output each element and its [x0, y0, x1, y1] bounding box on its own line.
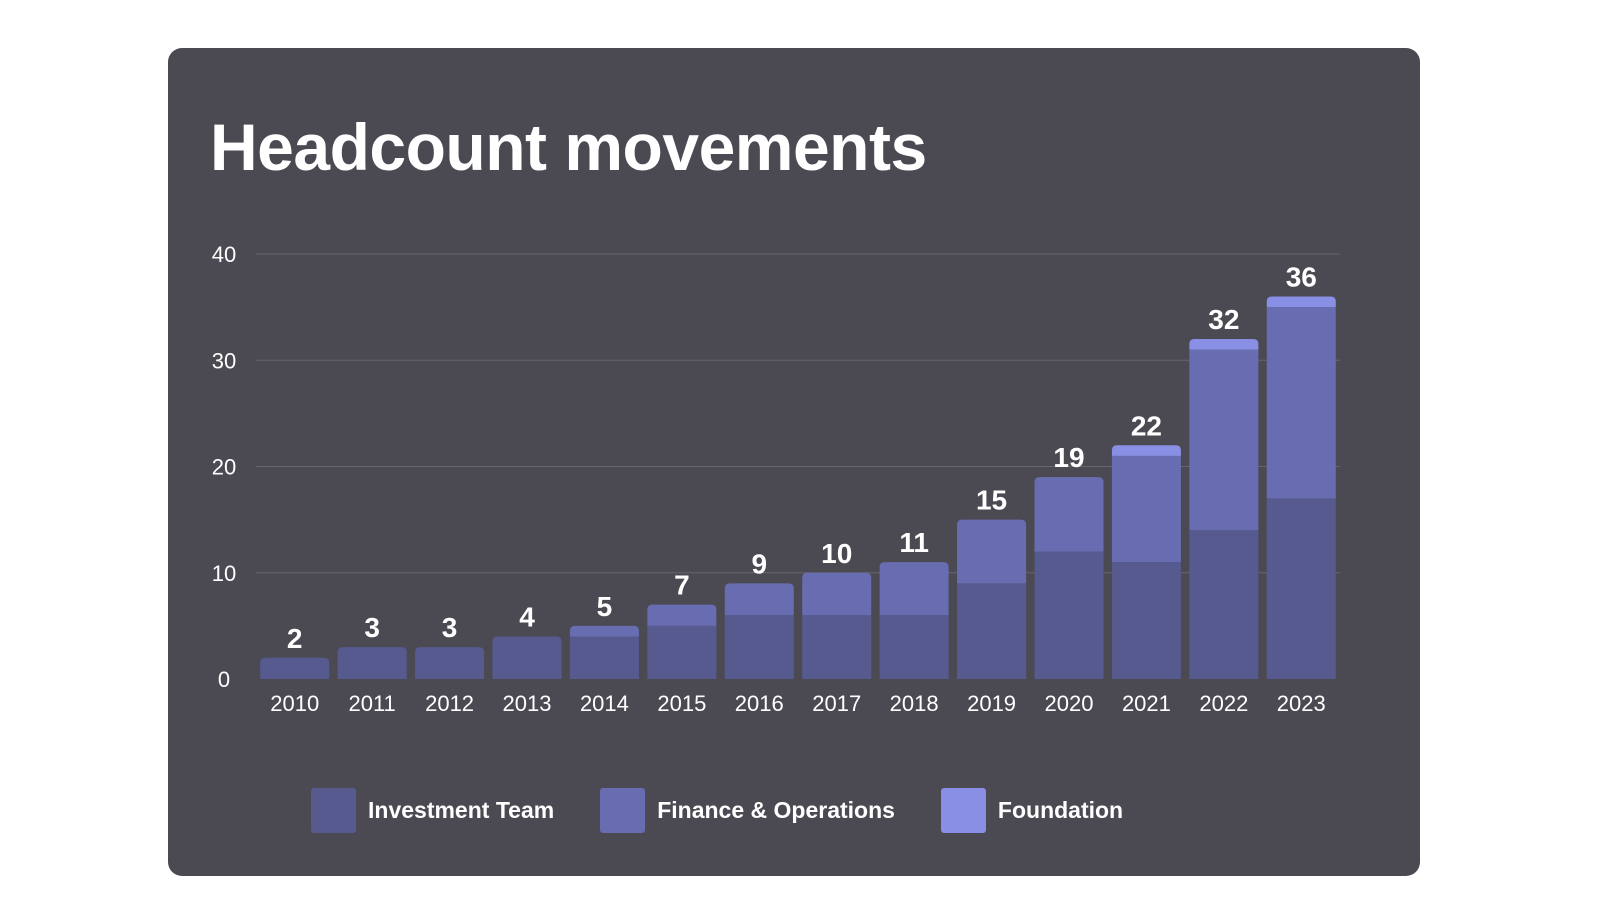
bar-total-label: 36: [1286, 262, 1317, 293]
bar-total-label: 3: [442, 612, 458, 643]
bar-total-label: 5: [597, 591, 613, 622]
bar-segment-investment-team: [1111, 562, 1181, 679]
bar-segment-foundation: [1189, 339, 1259, 350]
y-tick-label: 20: [212, 455, 236, 480]
chart-card: Headcount movements 0 10 20 30 40 2 2010 3 2011 3…: [168, 48, 1420, 876]
bar-segment-finance-operations: [1189, 349, 1259, 531]
x-tick-label: 2023: [1277, 691, 1326, 716]
bar-segment-investment-team: [1266, 498, 1336, 679]
x-tick-label: 2014: [580, 691, 629, 716]
bar-segment-investment-team: [802, 615, 872, 679]
bar-total-label: 7: [674, 570, 690, 601]
bar-segment-finance-operations: [879, 562, 949, 616]
bar-total-label: 19: [1053, 442, 1084, 473]
bar-segment-investment-team: [1189, 530, 1259, 679]
bar-segment-investment-team: [724, 615, 794, 679]
x-tick-label: 2017: [812, 691, 861, 716]
x-tick-label: 2013: [503, 691, 552, 716]
x-tick-label: 2012: [425, 691, 474, 716]
legend-label: Investment Team: [368, 797, 555, 823]
bar-total-label: 9: [751, 548, 767, 579]
legend-swatch: [940, 788, 986, 833]
x-tick-label: 2016: [735, 691, 784, 716]
legend-item: Foundation: [940, 788, 1124, 833]
bar-total-label: 4: [519, 602, 535, 633]
bar-total-label: 10: [821, 538, 852, 569]
chart-legend: Investment Team Finance & Operations Found…: [311, 788, 1169, 833]
chart-title: Headcount movements: [210, 110, 927, 184]
bar-total-label: 22: [1131, 410, 1162, 441]
legend-swatch: [311, 788, 356, 833]
y-tick-label: 30: [212, 348, 236, 373]
bar-segment-investment-team: [492, 636, 562, 679]
bar-segment-finance-operations: [724, 583, 794, 616]
x-tick-label: 2018: [890, 691, 939, 716]
x-tick-label: 2022: [1199, 691, 1248, 716]
bar-segment-finance-operations: [957, 519, 1027, 584]
bar-segment-finance-operations: [1111, 455, 1181, 563]
bar-segment-finance-operations: [647, 604, 717, 626]
y-tick-label: 40: [212, 242, 236, 267]
y-tick-label: 0: [218, 667, 230, 692]
bar-segment-investment-team: [879, 615, 949, 679]
bar-total-label: 11: [899, 527, 929, 558]
bar-segment-foundation: [1111, 445, 1181, 456]
bar-total-label: 32: [1208, 304, 1239, 335]
legend-item: Finance & Operations: [600, 788, 895, 833]
bar-segment-investment-team: [415, 647, 485, 679]
bar-segment-finance-operations: [1266, 307, 1336, 499]
bar-total-label: 15: [976, 485, 1007, 516]
legend-label: Finance & Operations: [657, 797, 895, 823]
x-tick-label: 2011: [348, 691, 395, 716]
legend-item: Investment Team: [311, 788, 554, 833]
bar-total-label: 2: [287, 623, 303, 654]
bar-segment-investment-team: [569, 636, 639, 679]
y-tick-label: 10: [212, 561, 236, 586]
bar-segment-finance-operations: [1034, 477, 1104, 552]
bar-segment-investment-team: [647, 625, 717, 679]
bar-segment-investment-team: [260, 657, 330, 679]
bar-segment-investment-team: [1034, 551, 1104, 679]
bar-segment-finance-operations: [569, 625, 639, 637]
legend-swatch: [600, 788, 646, 833]
stacked-bar-chart: 0 10 20 30 40 2 2010 3 2011 3 2012 4 2013 5 2014 7 2015 9…: [212, 242, 1340, 716]
bar-total-label: 3: [364, 612, 380, 643]
legend-label: Foundation: [997, 797, 1124, 823]
bar-segment-foundation: [1266, 296, 1336, 308]
x-tick-label: 2019: [967, 691, 1016, 716]
x-tick-label: 2021: [1122, 691, 1171, 716]
bar-segment-investment-team: [957, 583, 1027, 679]
x-tick-label: 2020: [1045, 691, 1094, 716]
x-tick-label: 2010: [270, 691, 319, 716]
bar-segment-finance-operations: [802, 572, 872, 616]
bar-segment-investment-team: [337, 647, 407, 679]
x-tick-label: 2015: [657, 691, 706, 716]
